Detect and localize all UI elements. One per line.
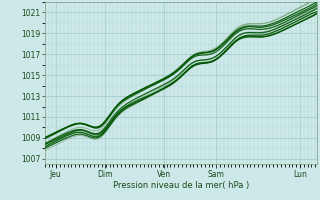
X-axis label: Pression niveau de la mer( hPa ): Pression niveau de la mer( hPa ) bbox=[113, 181, 249, 190]
